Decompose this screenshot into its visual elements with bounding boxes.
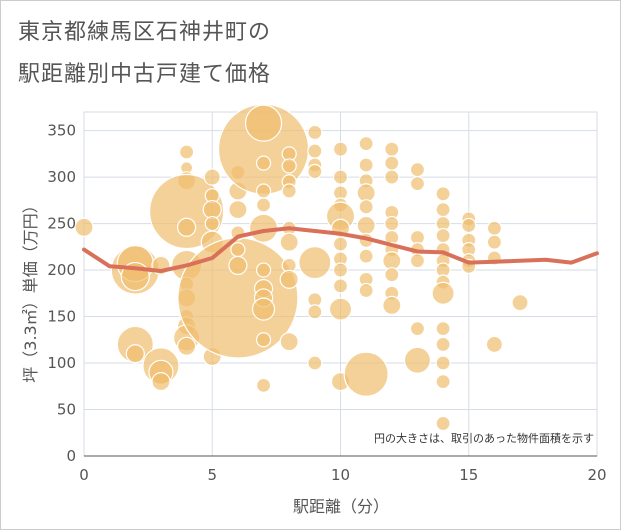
data-bubble [298, 246, 332, 280]
data-bubble [435, 186, 451, 202]
x-tick-label: 20 [587, 466, 606, 484]
data-bubble [435, 336, 451, 353]
data-bubble [251, 297, 276, 321]
data-bubble [228, 200, 248, 220]
data-bubble [279, 232, 299, 252]
data-bubble [435, 415, 451, 432]
data-bubble [486, 234, 502, 250]
data-bubble [358, 199, 374, 215]
x-axis-label: 駅距離（分） [293, 497, 389, 516]
data-bubble [307, 143, 323, 159]
data-bubble [384, 141, 400, 157]
y-tick-label: 350 [47, 122, 76, 140]
x-tick-label: 15 [459, 466, 478, 484]
data-bubble [151, 372, 171, 392]
data-bubble [511, 293, 529, 312]
data-bubble [125, 344, 145, 364]
data-bubble [332, 169, 349, 185]
trend-line-layer [82, 226, 599, 273]
data-bubble [281, 158, 297, 174]
data-bubble [409, 253, 426, 269]
axis-layer: 0 50 100 150 200 250 300 350 0 5 10 15 20 [47, 122, 606, 484]
data-bubble [307, 304, 323, 320]
data-bubble [356, 215, 376, 236]
data-bubble [332, 278, 349, 294]
data-bubble [358, 282, 374, 299]
data-bubble [244, 104, 283, 142]
y-tick-label: 100 [47, 354, 76, 372]
data-bubble [382, 295, 402, 315]
data-bubble [281, 183, 297, 199]
x-tick-label: 10 [331, 466, 350, 484]
data-bubble [409, 321, 426, 337]
data-bubble [332, 141, 349, 157]
data-bubble [356, 183, 376, 203]
data-bubble [203, 168, 221, 186]
y-axis-label: 坪（3.3㎡）単価（万円） [21, 197, 40, 382]
data-bubble [384, 155, 400, 171]
size-annotation: 円の大きさは、取引のあった物件面積を示す [374, 431, 594, 445]
data-bubble [255, 332, 272, 348]
data-bubble [255, 197, 272, 213]
data-bubble [307, 163, 323, 180]
data-bubble [177, 217, 197, 237]
data-bubble [328, 297, 353, 321]
data-bubble [307, 355, 323, 371]
data-bubble [435, 228, 451, 244]
data-bubble [255, 183, 272, 199]
y-tick-label: 300 [47, 168, 76, 186]
average-price-line [82, 226, 599, 273]
data-bubble [279, 269, 299, 289]
y-tick-label: 0 [66, 447, 76, 465]
data-bubble [149, 173, 225, 250]
data-bubble [384, 267, 400, 283]
data-bubble [384, 169, 400, 185]
y-tick-label: 200 [47, 261, 76, 279]
data-bubble [435, 321, 451, 337]
data-bubble [435, 355, 451, 371]
data-bubble [279, 332, 299, 352]
data-bubble [332, 262, 349, 278]
y-tick-label: 250 [47, 215, 76, 233]
data-bubble [255, 262, 272, 278]
data-bubble [485, 335, 503, 354]
data-bubble [255, 377, 272, 393]
data-bubble [435, 202, 451, 218]
data-bubble [228, 255, 248, 276]
data-bubble [409, 175, 426, 192]
data-bubble [343, 351, 389, 397]
data-bubble [435, 374, 451, 390]
data-bubble [382, 251, 402, 271]
data-bubble [204, 215, 220, 232]
data-bubble [202, 200, 222, 220]
data-bubble [461, 217, 477, 234]
y-tick-label: 150 [47, 308, 76, 326]
data-bubble [255, 155, 272, 171]
y-tick-label: 50 [57, 401, 76, 419]
x-tick-label: 0 [79, 466, 89, 484]
data-bubble [403, 346, 432, 374]
data-bubble [384, 215, 400, 232]
data-bubble [431, 281, 455, 305]
data-bubble [307, 124, 323, 141]
data-bubble [409, 162, 426, 178]
data-bubble [358, 248, 374, 264]
data-bubble [358, 136, 374, 152]
chart-title-line2: 駅距離別中古戸建て価格 [18, 62, 272, 87]
data-bubble [332, 236, 349, 252]
data-bubble [74, 217, 94, 237]
x-tick-label: 5 [207, 466, 217, 484]
data-bubble [358, 157, 374, 173]
data-bubble [230, 242, 246, 258]
data-bubble [486, 220, 502, 236]
chart-title-line1: 東京都練馬区石神井町の [18, 20, 272, 45]
data-bubble [177, 336, 197, 356]
data-bubble [179, 144, 195, 160]
